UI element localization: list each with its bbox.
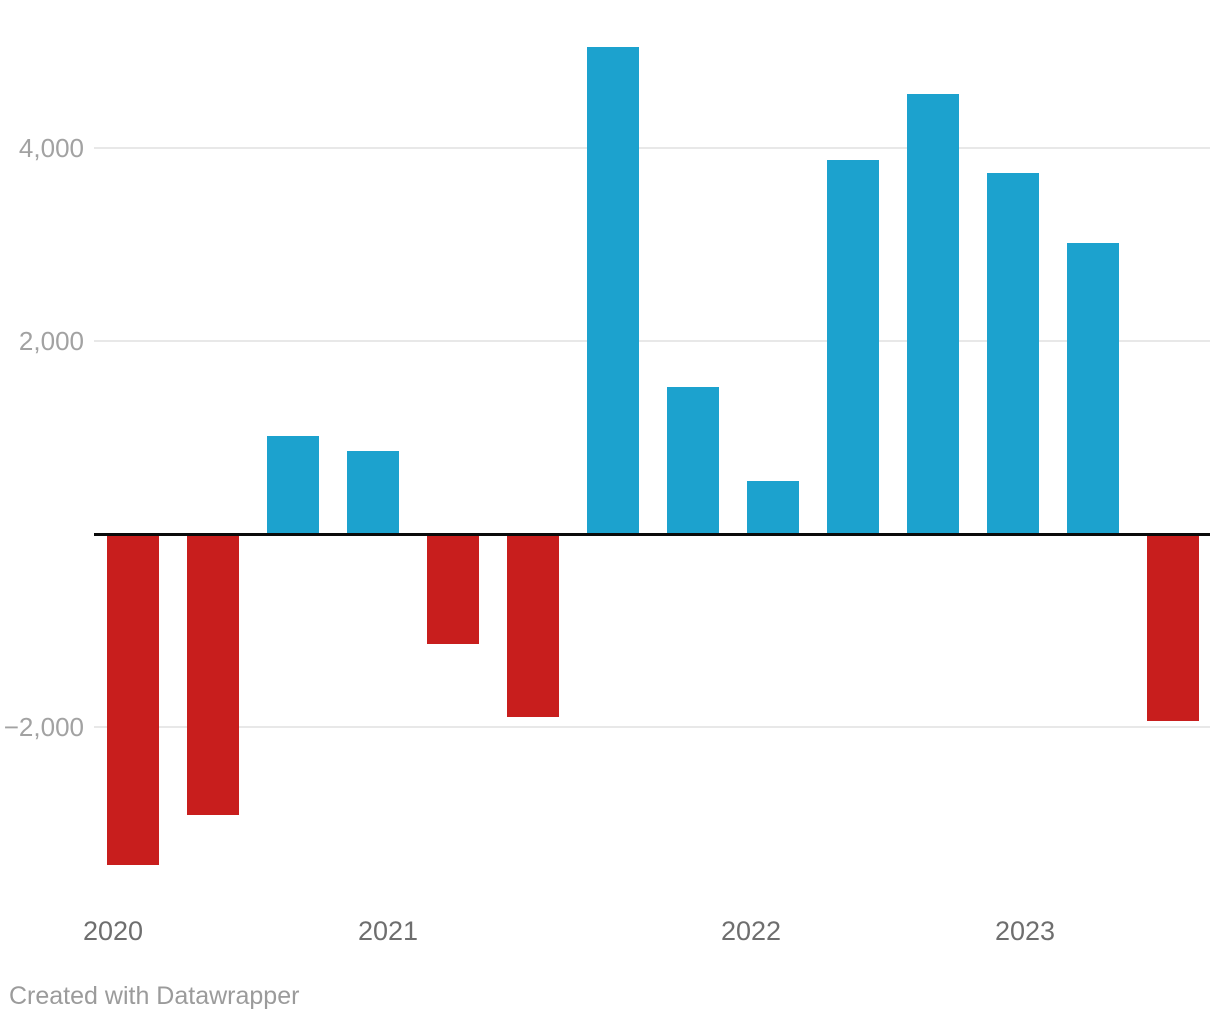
y-tick-label--2000: −2,000 [3,712,84,742]
bar-2021-q4[interactable] [667,387,719,533]
x-tick-label-2022: 2022 [720,916,782,946]
bar-2022-q4[interactable] [987,173,1039,533]
bar-2021-q1[interactable] [427,534,479,644]
datawrapper-attribution-link[interactable]: Created with Datawrapper [9,982,300,1010]
bar-2021-q2[interactable] [507,534,559,717]
bar-2020-q3[interactable] [267,436,319,533]
x-tick-label-2021: 2021 [357,916,419,946]
gridline--2000 [94,726,1210,728]
x-tick-label-2023: 2023 [994,916,1056,946]
bar-2022-q2[interactable] [827,160,879,533]
bar-2023-q2[interactable] [1147,534,1199,721]
y-tick-label-4000: 4,000 [18,133,84,163]
bar-2021-q3[interactable] [587,47,639,533]
gridline-2000 [94,340,1210,342]
y-tick-label-2000: 2,000 [18,326,84,356]
bar-2022-q1[interactable] [747,481,799,533]
zero-baseline [94,533,1210,536]
bar-2020-q1[interactable] [107,534,159,865]
gridline-4000 [94,147,1210,149]
x-tick-label-2020: 2020 [82,916,144,946]
bar-2022-q3[interactable] [907,94,959,533]
bar-2020-q4[interactable] [347,451,399,533]
bar-2020-q2[interactable] [187,534,239,815]
bar-2023-q1[interactable] [1067,243,1119,533]
